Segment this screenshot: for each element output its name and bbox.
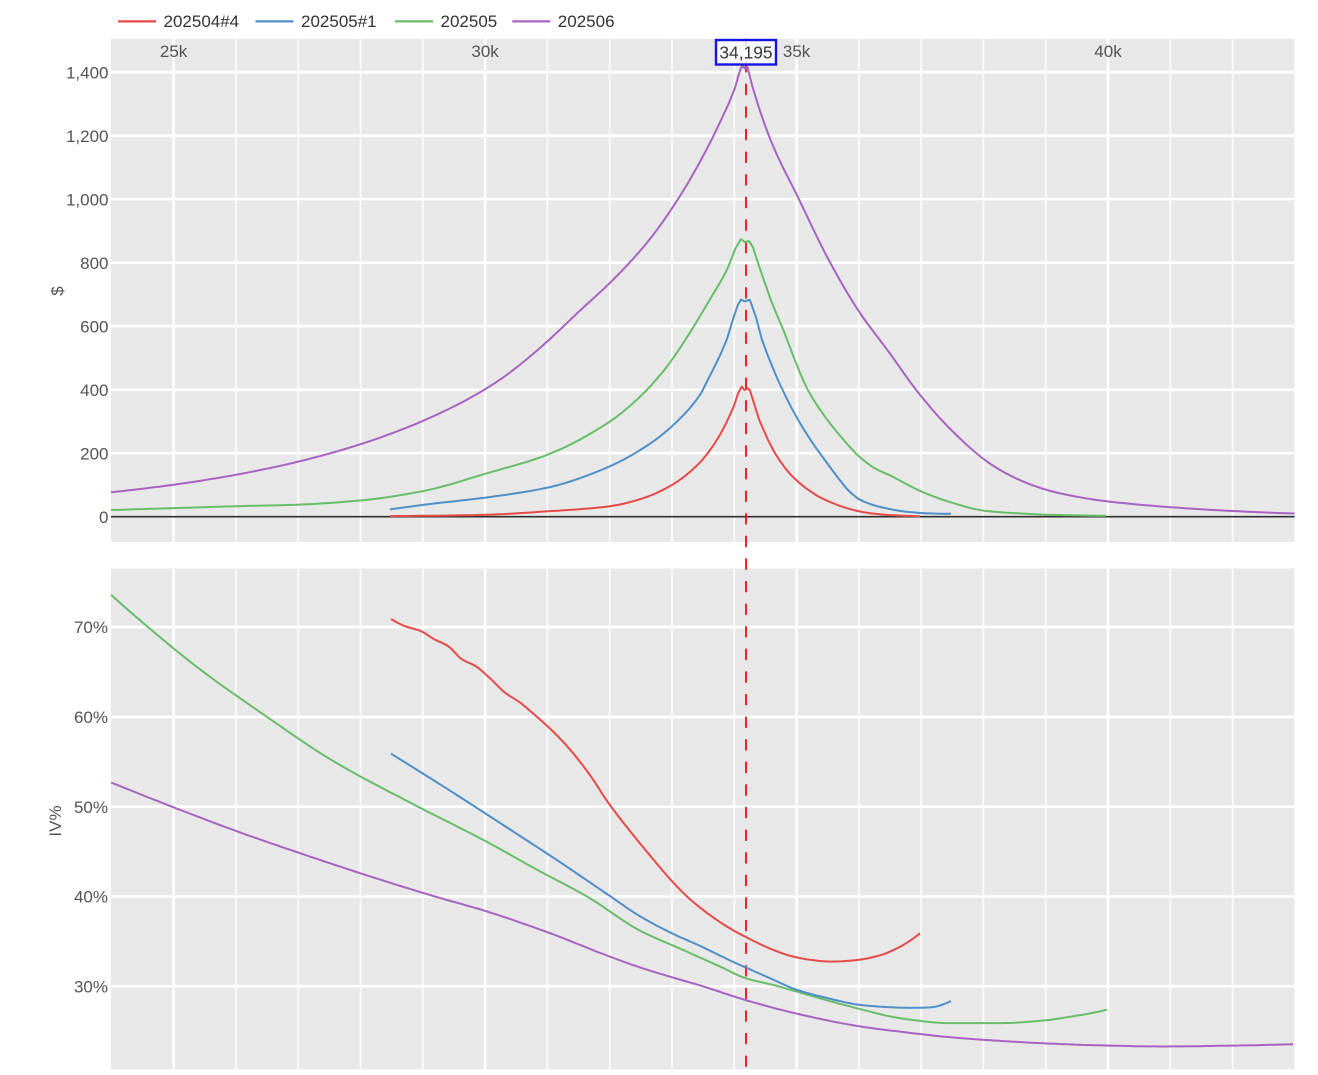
svg-text:$: $ — [48, 286, 67, 296]
svg-text:30k: 30k — [471, 42, 499, 61]
svg-text:1,000: 1,000 — [66, 190, 109, 209]
svg-text:70%: 70% — [74, 618, 108, 637]
svg-text:35k: 35k — [783, 42, 811, 61]
svg-text:202504#4: 202504#4 — [164, 12, 240, 31]
svg-text:200: 200 — [80, 444, 108, 463]
svg-text:34,195: 34,195 — [719, 43, 772, 63]
svg-text:202506: 202506 — [558, 12, 615, 31]
svg-text:40k: 40k — [1094, 42, 1122, 61]
svg-text:1,200: 1,200 — [66, 127, 109, 146]
svg-text:30%: 30% — [74, 977, 108, 996]
svg-text:202505#1: 202505#1 — [301, 12, 377, 31]
svg-text:50%: 50% — [74, 798, 108, 817]
svg-text:202505: 202505 — [441, 12, 498, 31]
svg-text:IV%: IV% — [46, 805, 65, 836]
svg-text:1,400: 1,400 — [66, 63, 109, 82]
svg-text:0: 0 — [99, 508, 108, 527]
svg-text:60%: 60% — [74, 708, 108, 727]
svg-text:800: 800 — [80, 254, 108, 273]
svg-text:400: 400 — [80, 381, 108, 400]
svg-text:25k: 25k — [160, 42, 188, 61]
svg-text:40%: 40% — [74, 888, 108, 907]
svg-text:600: 600 — [80, 317, 108, 336]
